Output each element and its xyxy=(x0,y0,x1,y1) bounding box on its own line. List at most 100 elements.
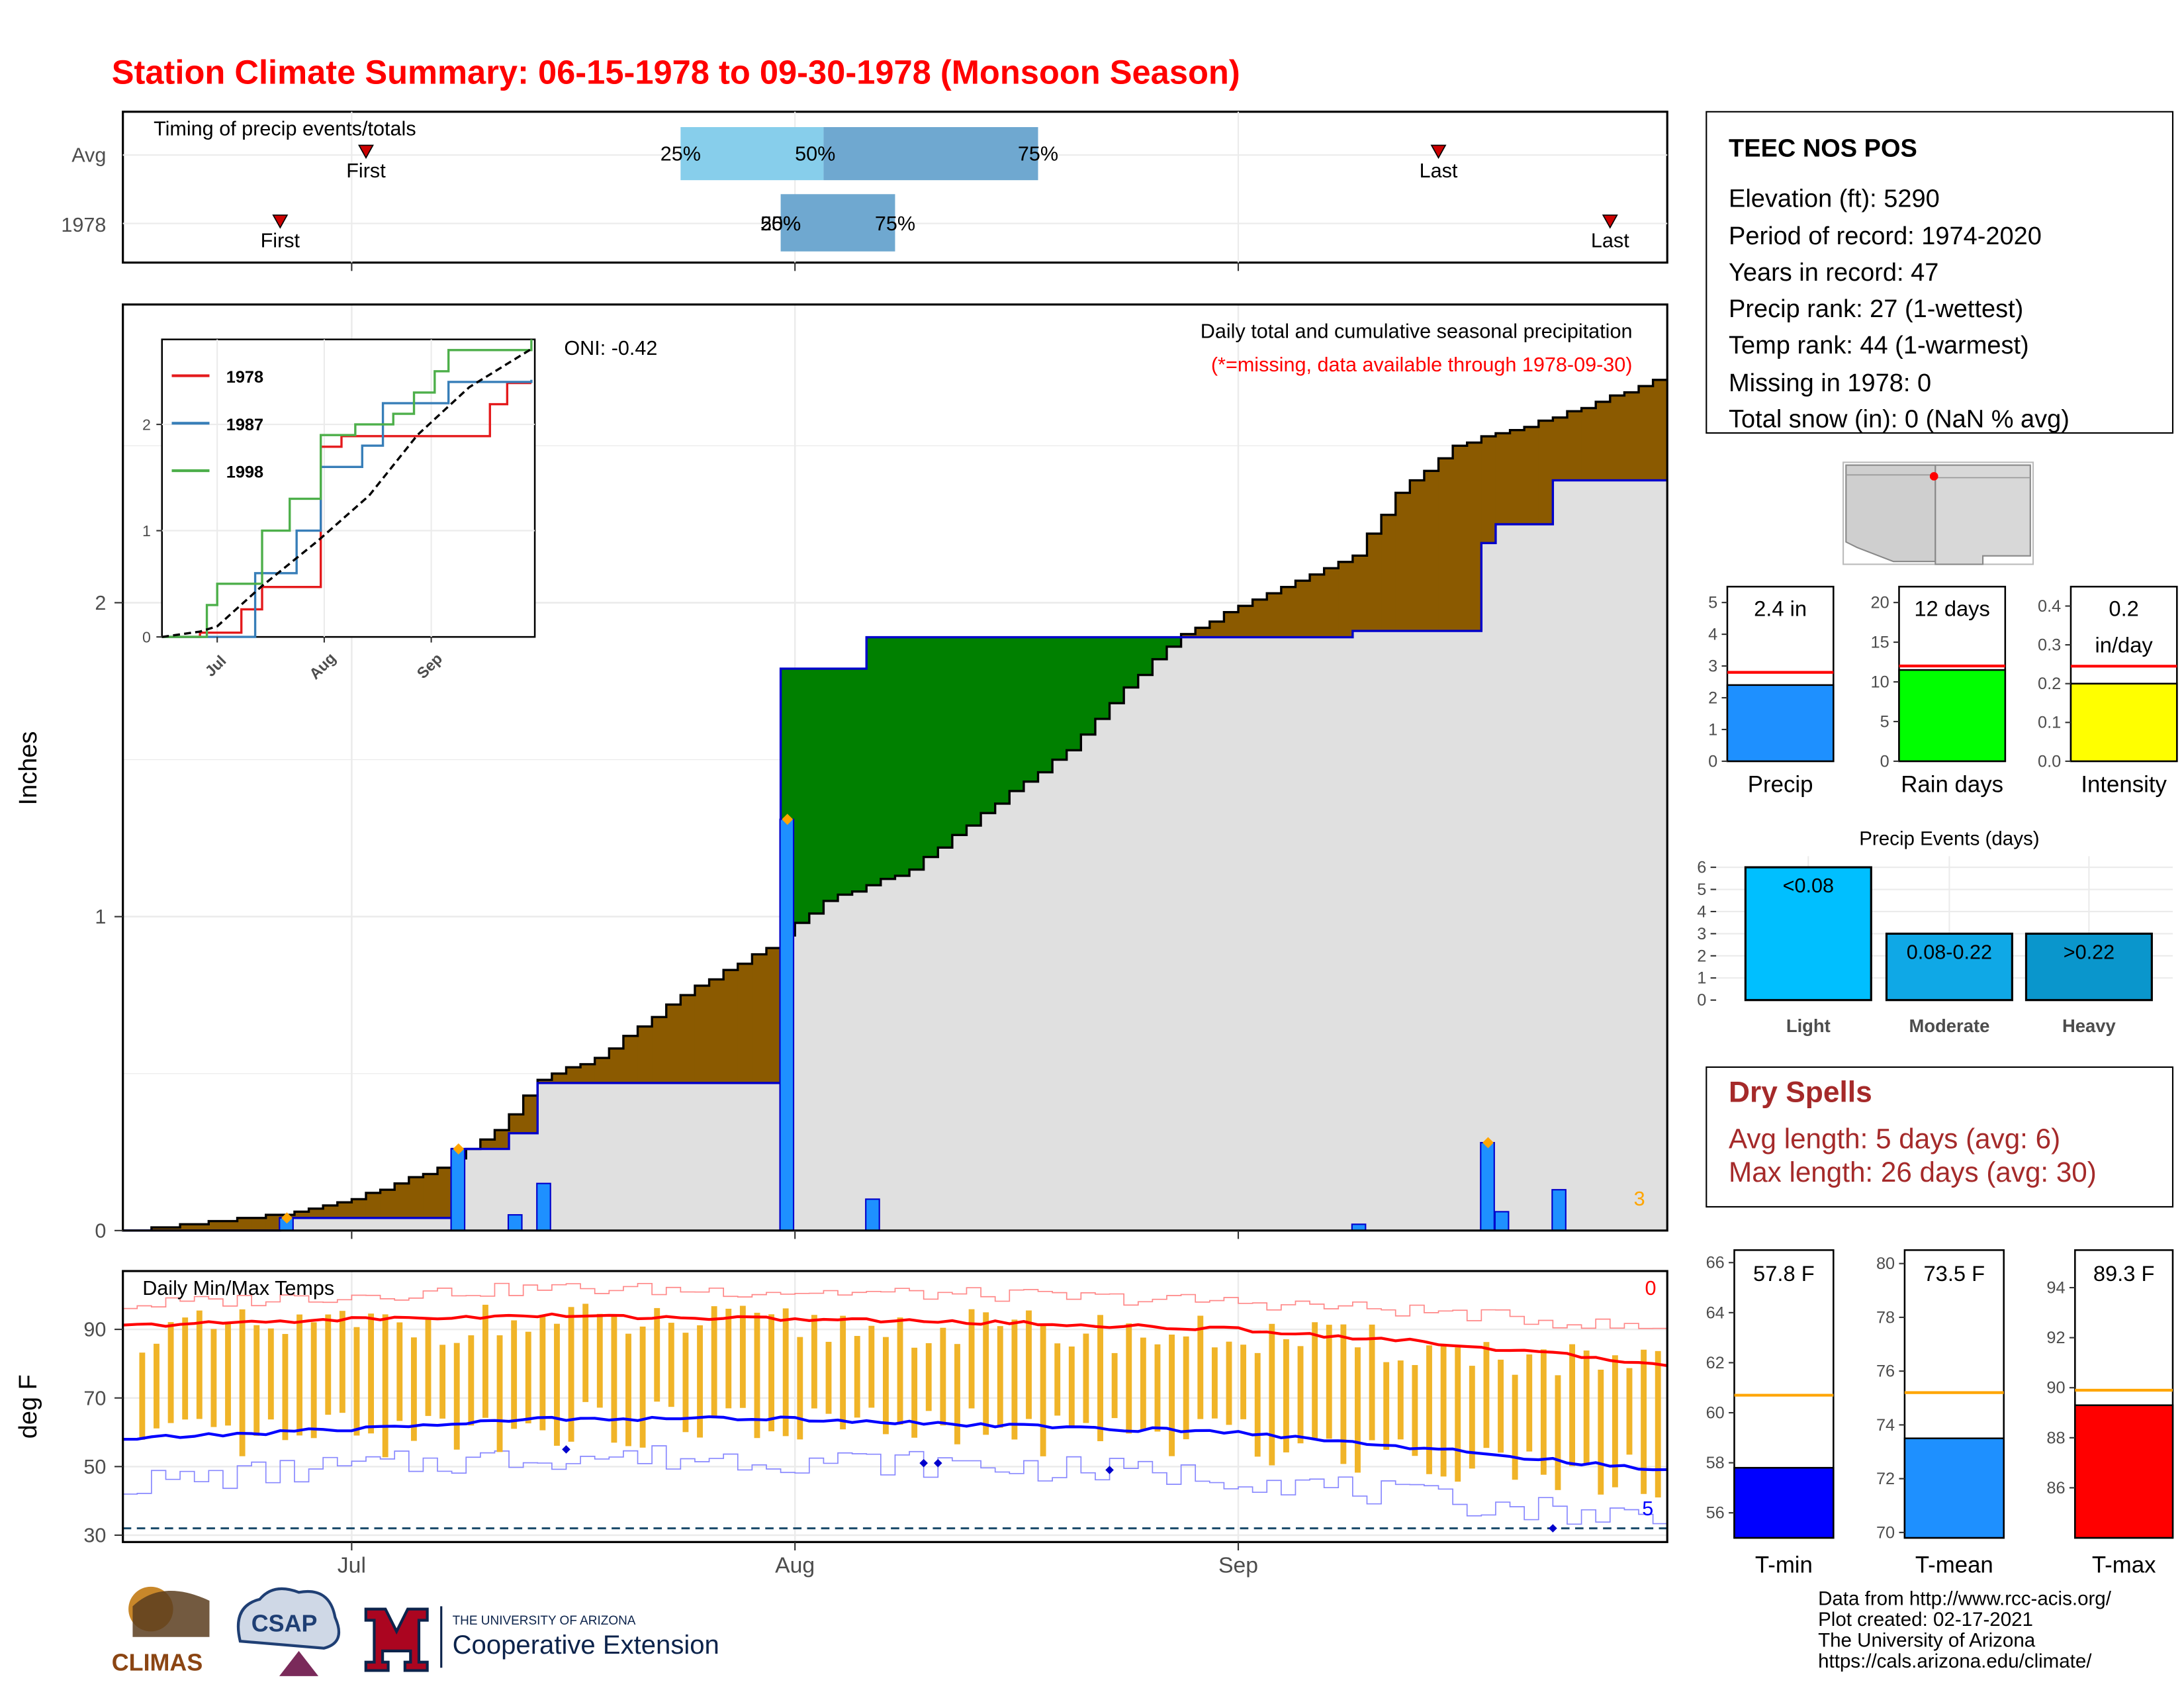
surplus-segment xyxy=(981,637,996,814)
timing-year-last-marker xyxy=(1602,214,1618,229)
daily-temp-bar xyxy=(711,1306,717,1419)
daily-temp-bar xyxy=(1269,1323,1275,1466)
daily-temp-bar xyxy=(883,1337,889,1435)
daily-temp-bar xyxy=(425,1319,432,1416)
daily-temp-bar xyxy=(554,1323,560,1446)
deficit-segment xyxy=(1410,480,1425,632)
deficit-segment xyxy=(551,1073,567,1083)
daily-temp-bar xyxy=(410,1337,417,1441)
footer-credits: Data from http://www.rcc-acis.org/ Plot … xyxy=(1818,1587,2112,1672)
daily-temp-bar xyxy=(1297,1346,1304,1444)
deficit-segment xyxy=(537,1080,553,1083)
mini-bar-y-tick-label: 0.4 xyxy=(2038,597,2061,616)
temp-bar-y-tick-label: 62 xyxy=(1706,1354,1725,1372)
deficit-segment xyxy=(1538,420,1553,524)
daily-temp-bar xyxy=(1197,1315,1204,1419)
daily-temp-bar xyxy=(239,1309,246,1456)
deficit-segment xyxy=(509,1114,524,1133)
inset-y-tick-label: 0 xyxy=(142,629,151,646)
deficit-segment xyxy=(723,970,739,1083)
mini-bar-value-rain-days xyxy=(1898,669,2007,763)
daily-temp-bar xyxy=(1655,1350,1661,1497)
mini-bar-y-tick-label: 1 xyxy=(1708,720,1717,739)
temp-x-tick-label: Aug xyxy=(775,1553,815,1578)
dry-spells-frame xyxy=(1706,1066,2174,1208)
ua-block-a xyxy=(364,1607,429,1672)
deficit-segment xyxy=(694,985,710,1083)
deficit-segment xyxy=(337,1202,353,1218)
daily-temp-bar xyxy=(1254,1352,1261,1457)
surplus-segment xyxy=(952,637,968,835)
deficit-segment xyxy=(652,1017,667,1083)
deficit-segment xyxy=(1195,628,1210,638)
deficit-segment xyxy=(1639,386,1654,481)
credit-line: The University of Arizona xyxy=(1818,1630,2036,1652)
daily-temp-bar xyxy=(954,1344,960,1444)
map-state-nm xyxy=(1934,464,2031,565)
daily-temp-bar xyxy=(1154,1344,1161,1432)
deficit-segment xyxy=(523,1095,538,1133)
dry-spells-max: Max length: 26 days (avg: 30) xyxy=(1729,1157,2097,1188)
daily-precip-bar xyxy=(507,1214,523,1231)
events-title: Precip Events (days) xyxy=(1859,828,2039,849)
mini-bar-y-tick-label: 0.1 xyxy=(2038,714,2061,732)
daily-temp-bar xyxy=(1526,1354,1533,1452)
deficit-segment xyxy=(1481,436,1496,544)
temp-title: Daily Min/Max Temps xyxy=(142,1277,334,1300)
daily-temp-bar xyxy=(382,1314,388,1458)
deficit-segment xyxy=(1510,430,1525,524)
daily-temp-bar xyxy=(196,1310,203,1419)
daily-temp-bar xyxy=(1340,1324,1347,1464)
surplus-segment xyxy=(852,669,867,892)
daily-temp-bar xyxy=(396,1322,403,1421)
daily-temp-bar xyxy=(1111,1352,1118,1419)
deficit-segment xyxy=(408,1177,424,1218)
deficit-segment xyxy=(365,1192,381,1218)
precip-y-label: Inches xyxy=(15,732,42,806)
temp-bar-y-tick-label: 66 xyxy=(1706,1254,1725,1272)
precip-y-tick-label: 0 xyxy=(95,1219,106,1242)
deficit-segment xyxy=(1524,426,1539,524)
surplus-segment xyxy=(1052,637,1068,760)
inset-legend-label: 1987 xyxy=(226,416,263,434)
temp-bar-y-tick-label: 60 xyxy=(1706,1403,1725,1422)
deficit-segment xyxy=(251,1217,267,1231)
daily-temp-bar xyxy=(1040,1323,1046,1456)
temp-bar-value-label: 57.8 F xyxy=(1753,1261,1815,1286)
inset-frame xyxy=(161,338,536,638)
avg-min-line xyxy=(122,1415,1668,1472)
inset-legend-label: 1978 xyxy=(226,368,263,387)
station-location-marker xyxy=(1929,472,1938,481)
timing-avg-last-marker xyxy=(1430,144,1447,160)
credit-line: Data from http://www.rcc-acis.org/ xyxy=(1818,1587,2112,1609)
logos: CLIMAS CSAP THE UNIVERSITY OF ARIZONA Co… xyxy=(112,1586,719,1676)
deficit-segment xyxy=(609,1048,624,1083)
inset-legend-label: 1998 xyxy=(226,463,263,482)
deficit-segment xyxy=(1267,593,1282,638)
dry-spells-title: Dry Spells xyxy=(1729,1076,1872,1109)
daily-temp-bar xyxy=(310,1322,317,1439)
timing-year-first-marker xyxy=(272,214,289,229)
daily-temp-bar xyxy=(668,1323,674,1407)
mini-bar-value-label: 12 days xyxy=(1914,596,1990,620)
map-border xyxy=(1846,474,2030,479)
surplus-segment xyxy=(1038,637,1053,773)
page-title: Station Climate Summary: 06-15-1978 to 0… xyxy=(112,54,1240,91)
temp-bar-y-tick-label: 58 xyxy=(1706,1454,1725,1472)
temp-x-tick-label: Sep xyxy=(1218,1553,1258,1578)
daily-temp-bar xyxy=(1540,1349,1547,1475)
daily-temp-bar xyxy=(1097,1315,1103,1442)
events-category-label: Moderate xyxy=(1909,1016,1989,1036)
deficit-segment xyxy=(1395,493,1410,632)
climas-logo: CLIMAS xyxy=(112,1586,210,1676)
daily-temp-bar xyxy=(1469,1366,1475,1469)
daily-temp-bar xyxy=(639,1326,646,1448)
deficit-segment xyxy=(1310,574,1325,638)
daily-temp-bar xyxy=(468,1335,475,1426)
temp-bar-value-t-mean xyxy=(1903,1437,2005,1539)
mini-bar-value-label: 2.4 in xyxy=(1754,596,1807,620)
surplus-segment xyxy=(1066,637,1081,751)
timing-avg-p50-label: 50% xyxy=(795,143,835,166)
